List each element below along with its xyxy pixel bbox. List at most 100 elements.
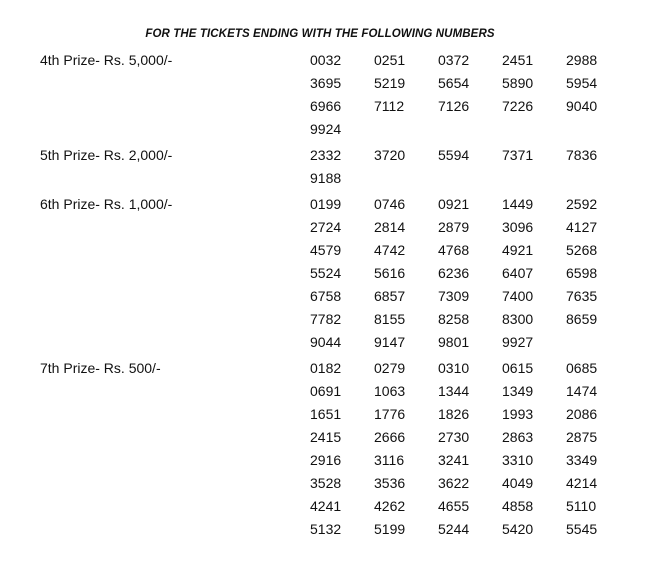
ticket-number: 7309	[438, 288, 470, 304]
winning-numbers: 2332 3720 5594 7371 7836 9188	[310, 144, 671, 190]
ticket-number: 4921	[502, 242, 534, 258]
number-row: 9924	[310, 118, 671, 141]
ticket-number: 3536	[374, 475, 406, 491]
ticket-number: 9927	[502, 334, 534, 350]
ticket-number: 6598	[566, 265, 598, 281]
ticket-number: 1776	[374, 406, 406, 422]
ticket-number: 0182	[310, 360, 342, 376]
number-row: 6758 6857 7309 7400 7635	[310, 285, 671, 308]
ticket-number: 5654	[438, 75, 470, 91]
ticket-number: 4768	[438, 242, 470, 258]
ticket-number: 6966	[310, 98, 342, 114]
ticket-number: 0279	[374, 360, 406, 376]
ticket-number: 3695	[310, 75, 342, 91]
ticket-number: 2730	[438, 429, 470, 445]
winning-numbers: 0199 0746 0921 1449 2592 2724 2814 2879 3096 4127…	[310, 193, 671, 354]
ticket-number: 5244	[438, 521, 470, 537]
number-row: 2415 2666 2730 2863 2875	[310, 426, 671, 449]
ticket-number: 3720	[374, 147, 406, 163]
ticket-number: 1449	[502, 196, 534, 212]
ticket-number: 5890	[502, 75, 534, 91]
ticket-number: 2666	[374, 429, 406, 445]
page-title: FOR THE TICKETS ENDING WITH THE FOLLOWIN…	[145, 28, 495, 40]
ticket-number: 9044	[310, 334, 342, 350]
ticket-number: 4262	[374, 498, 406, 514]
ticket-number: 1349	[502, 383, 534, 399]
number-row: 5524 5616 6236 6407 6598	[310, 262, 671, 285]
ticket-number: 8258	[438, 311, 470, 327]
ticket-number: 6857	[374, 288, 406, 304]
ticket-number: 3096	[502, 219, 534, 235]
ticket-number: 4127	[566, 219, 598, 235]
ticket-number: 6236	[438, 265, 470, 281]
ticket-number: 0199	[310, 196, 342, 212]
ticket-number: 5594	[438, 147, 470, 163]
ticket-number: 0746	[374, 196, 406, 212]
prize-label: 7th Prize- Rs. 500/-	[40, 360, 161, 376]
number-row: 4579 4742 4768 4921 5268	[310, 239, 671, 262]
ticket-number: 2332	[310, 147, 342, 163]
ticket-number: 4655	[438, 498, 470, 514]
ticket-number: 0372	[438, 52, 470, 68]
ticket-number: 0921	[438, 196, 470, 212]
number-row: 4241 4262 4655 4858 5110	[310, 495, 671, 518]
ticket-number: 5199	[374, 521, 406, 537]
winning-numbers: 0182 0279 0310 0615 0685 0691 1063 1344 1349 1474…	[310, 357, 671, 541]
number-row: 2332 3720 5594 7371 7836	[310, 144, 671, 167]
number-row: 5132 5199 5244 5420 5545	[310, 518, 671, 541]
prize-group: 7th Prize- Rs. 500/- 0182 0279 0310 0615 0685…	[0, 357, 671, 541]
prize-group: 4th Prize- Rs. 5,000/- 0032 0251 0372 2451 29…	[0, 49, 671, 141]
prize-group: 6th Prize- Rs. 1,000/- 0199 0746 0921 1449 25…	[0, 193, 671, 354]
ticket-number: 1063	[374, 383, 406, 399]
ticket-number: 7782	[310, 311, 342, 327]
ticket-number: 0691	[310, 383, 342, 399]
ticket-number: 8659	[566, 311, 598, 327]
ticket-number: 1344	[438, 383, 470, 399]
number-row: 0182 0279 0310 0615 0685	[310, 357, 671, 380]
ticket-number: 5420	[502, 521, 534, 537]
ticket-number: 5616	[374, 265, 406, 281]
ticket-number: 2863	[502, 429, 534, 445]
ticket-number: 0685	[566, 360, 598, 376]
ticket-number: 3116	[374, 452, 405, 468]
ticket-number: 7126	[438, 98, 470, 114]
ticket-number: 7226	[502, 98, 534, 114]
ticket-number: 5524	[310, 265, 342, 281]
ticket-number: 4214	[566, 475, 598, 491]
number-row: 1651 1776 1826 1993 2086	[310, 403, 671, 426]
ticket-number: 9801	[438, 334, 470, 350]
winning-numbers: 0032 0251 0372 2451 2988 3695 5219 5654 5890 5954…	[310, 49, 671, 141]
ticket-number: 2415	[310, 429, 342, 445]
ticket-number: 1474	[566, 383, 598, 399]
prize-group: 5th Prize- Rs. 2,000/- 2332 3720 5594 7371 78…	[0, 144, 671, 190]
ticket-number: 4241	[310, 498, 342, 514]
ticket-number: 6407	[502, 265, 534, 281]
ticket-number: 3241	[438, 452, 470, 468]
ticket-number: 2451	[502, 52, 534, 68]
prize-label: 4th Prize- Rs. 5,000/-	[40, 52, 173, 68]
number-row: 6966 7112 7126 7226 9040	[310, 95, 671, 118]
ticket-number: 8300	[502, 311, 534, 327]
ticket-number: 4858	[502, 498, 534, 514]
number-row: 0691 1063 1344 1349 1474	[310, 380, 671, 403]
ticket-number: 4579	[310, 242, 342, 258]
ticket-number: 0251	[374, 52, 406, 68]
ticket-number: 2879	[438, 219, 470, 235]
prize-label: 5th Prize- Rs. 2,000/-	[40, 147, 173, 163]
ticket-number: 0032	[310, 52, 342, 68]
ticket-number: 2724	[310, 219, 342, 235]
ticket-number: 5219	[374, 75, 406, 91]
ticket-number: 2592	[566, 196, 598, 212]
ticket-number: 2875	[566, 429, 598, 445]
ticket-number: 5132	[310, 521, 342, 537]
number-row: 3528 3536 3622 4049 4214	[310, 472, 671, 495]
ticket-number: 1993	[502, 406, 534, 422]
ticket-number: 0310	[438, 360, 470, 376]
ticket-number: 5545	[566, 521, 598, 537]
ticket-number: 0615	[502, 360, 534, 376]
number-row: 0199 0746 0921 1449 2592	[310, 193, 671, 216]
ticket-number: 2086	[566, 406, 598, 422]
number-row: 7782 8155 8258 8300 8659	[310, 308, 671, 331]
number-row: 3695 5219 5654 5890 5954	[310, 72, 671, 95]
ticket-number: 7635	[566, 288, 598, 304]
